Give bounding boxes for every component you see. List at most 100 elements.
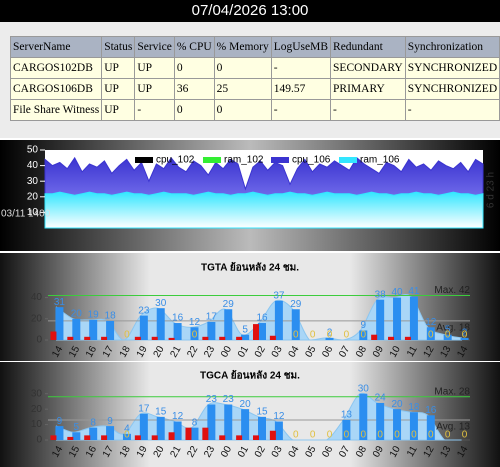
- x-tick-label: 06: [320, 444, 335, 460]
- value-label: 41: [408, 286, 420, 297]
- value-label: 0: [394, 430, 400, 441]
- value-label: 0: [445, 430, 451, 441]
- bar: [101, 435, 108, 440]
- bar: [190, 327, 199, 340]
- bar: [106, 320, 115, 340]
- value-label: 0: [124, 430, 130, 441]
- x-tick-label: 13: [438, 444, 453, 460]
- value-label: 0: [360, 330, 366, 341]
- value-label: 31: [54, 297, 66, 308]
- bar: [122, 433, 131, 440]
- x-tick-label: 07: [337, 444, 352, 460]
- x-tick-label: 19: [135, 344, 150, 360]
- legend-swatch: [271, 157, 289, 163]
- value-label: 0: [310, 430, 316, 441]
- legend-label: ram_106: [360, 155, 400, 166]
- table-cell: 149.57: [270, 78, 332, 100]
- x-tick-label: 09: [371, 444, 386, 460]
- bar: [134, 435, 141, 440]
- value-label: 12: [172, 411, 184, 422]
- bar: [393, 297, 402, 340]
- value-label: 0: [428, 430, 434, 441]
- table-cell: 0: [173, 99, 215, 121]
- value-label: 0: [462, 330, 468, 341]
- bar: [269, 430, 276, 440]
- value-label: 0: [428, 330, 434, 341]
- bar: [460, 337, 469, 340]
- x-tick-label: 18: [118, 344, 133, 360]
- bar: [376, 402, 385, 440]
- bar: [388, 336, 395, 340]
- value-label: 0: [327, 430, 333, 441]
- legend-label: cpu_102: [156, 155, 195, 166]
- bar: [325, 337, 334, 340]
- x-tick-label: 03: [270, 444, 285, 460]
- table-cell: -: [270, 99, 332, 121]
- series-area: [44, 191, 484, 229]
- bar: [67, 436, 74, 440]
- bar: [359, 330, 368, 340]
- legend-swatch: [203, 157, 221, 163]
- column-header: ServerName: [9, 36, 103, 58]
- bar: [393, 409, 402, 440]
- value-label: 40: [391, 287, 403, 298]
- value-label: 0: [462, 430, 468, 441]
- bar: [236, 336, 243, 340]
- x-tick-label: 21: [168, 444, 183, 460]
- value-label: 20: [71, 308, 83, 319]
- bar: [241, 409, 250, 440]
- x-tick-label: 12: [422, 444, 437, 460]
- bar: [72, 432, 81, 440]
- value-label: 8: [192, 417, 198, 428]
- bar: [101, 336, 108, 340]
- table-cell: UP: [101, 99, 136, 121]
- value-label: 16: [256, 313, 268, 324]
- avg-label: Avg. 13: [436, 422, 470, 433]
- bar: [219, 336, 226, 340]
- bar: [50, 331, 57, 340]
- bar: [156, 416, 165, 440]
- value-label: 18: [408, 402, 420, 413]
- avg-label: Avg. 18: [436, 323, 470, 334]
- bar: [151, 336, 158, 340]
- value-label: 0: [344, 330, 350, 341]
- bar: [185, 427, 192, 440]
- value-label: 15: [155, 406, 167, 417]
- value-label: 0: [411, 430, 417, 441]
- header-datetime: 07/04/2026 13:00: [0, 0, 500, 22]
- value-label: 29: [223, 299, 235, 310]
- y-tick-label: 10: [27, 207, 39, 218]
- x-tick-label: 00: [219, 344, 234, 360]
- x-tick-label: 01: [236, 444, 251, 460]
- x-tick-label: 16: [84, 444, 99, 460]
- value-label: 2: [327, 328, 333, 339]
- bar: [55, 307, 64, 340]
- bar: [371, 334, 378, 340]
- table-cell: CARGOS106DB: [9, 78, 103, 100]
- legend-label: ram_102: [224, 155, 264, 166]
- x-tick-label: 20: [152, 344, 167, 360]
- value-label: 12: [273, 411, 285, 422]
- x-tick-label: 15: [67, 344, 82, 360]
- legend-swatch: [135, 157, 153, 163]
- x-tick-label: 15: [67, 444, 82, 460]
- status-table: ServerName Status Service% CPU% Memory LogU…: [9, 36, 500, 121]
- bar: [376, 299, 385, 340]
- value-label: 5: [445, 324, 451, 335]
- value-label: 0: [310, 330, 316, 341]
- bar: [269, 335, 276, 340]
- column-header: % Memory: [213, 36, 272, 58]
- x-tick-label: 05: [303, 344, 318, 360]
- value-label: 17: [138, 403, 150, 414]
- bar: [139, 413, 148, 440]
- max-label: Max. 42: [434, 285, 470, 296]
- bar: [202, 427, 209, 440]
- bar: [50, 435, 57, 440]
- value-label: 0: [344, 430, 350, 441]
- y-tick-label: 0: [36, 435, 42, 446]
- bar: [84, 336, 91, 340]
- bar: [134, 336, 141, 340]
- bar: [224, 404, 233, 440]
